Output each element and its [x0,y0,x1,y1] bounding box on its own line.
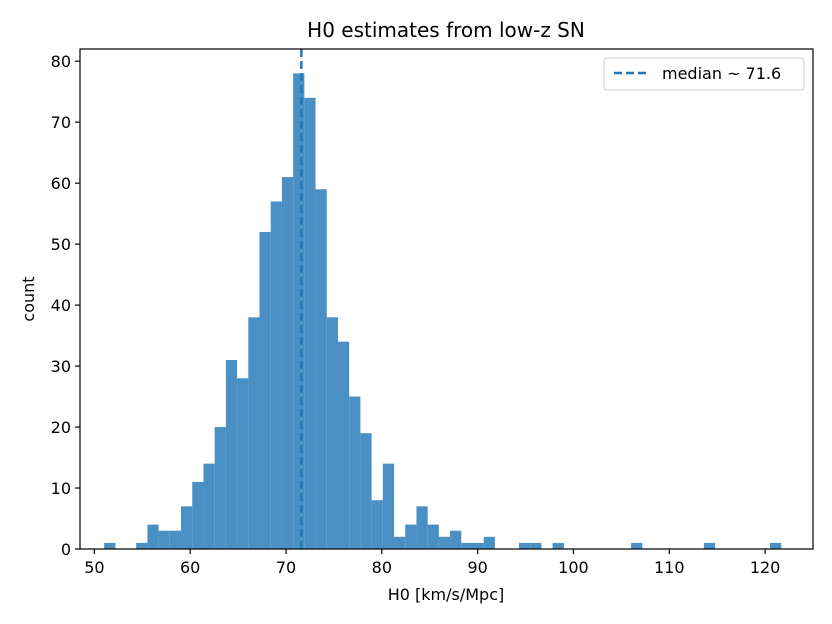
histogram-bar [483,536,495,549]
histogram-bar [225,359,238,549]
histogram-bar [169,530,182,549]
histogram-bar [237,378,249,549]
x-tick-label: 50 [84,558,104,577]
x-tick-label: 90 [467,558,487,577]
x-tick-label: 100 [558,558,589,577]
histogram-bar [405,524,417,549]
histogram-bar [530,542,542,549]
histogram-bar [382,463,395,549]
y-tick-label: 70 [51,113,71,132]
histogram-bar [349,396,361,549]
legend-median-label: median ~ 71.6 [662,64,781,83]
y-tick-label: 40 [51,296,71,315]
histogram-bar [770,542,782,549]
histogram-bar [703,542,716,549]
histogram-bar [416,506,428,549]
x-axis-ticks: 50 60 70 80 90 100 110 120 [84,549,780,577]
histogram-bar [631,542,643,549]
chart-title: H0 estimates from low-z SN [307,18,585,42]
histogram-bar [293,73,305,549]
histogram-bar [326,317,338,549]
histogram-bar [337,341,350,549]
histogram-bar [104,542,116,549]
histogram-bar [270,201,282,549]
histogram-bar [518,542,531,549]
histogram-bar [181,506,193,549]
x-tick-label: 70 [276,558,296,577]
histogram-bar [158,530,170,549]
x-axis-label: H0 [km/s/Mpc] [388,585,505,604]
y-axis-label: count [19,276,38,321]
histogram-bar [214,427,226,549]
plot-frame [79,48,814,550]
y-tick-label: 10 [51,479,71,498]
y-tick-label: 20 [51,418,71,437]
histogram-bar [438,536,451,549]
legend: median ~ 71.6 [603,57,805,91]
histogram-bar [136,542,148,549]
histogram-bar [472,542,484,549]
x-tick-label: 60 [180,558,200,577]
y-tick-label: 30 [51,357,71,376]
histogram-bar [427,524,439,549]
y-tick-label: 0 [61,540,71,559]
histogram-bar [394,536,406,549]
histogram-bar [371,500,383,549]
y-tick-label: 50 [51,235,71,254]
x-tick-label: 110 [654,558,685,577]
x-tick-label: 120 [750,558,781,577]
histogram-bar [450,530,462,549]
y-tick-label: 80 [51,52,71,71]
histogram-bar [461,542,473,549]
y-axis-ticks: 0 10 20 30 40 50 60 70 80 [51,52,80,559]
histogram-bar [248,317,260,549]
histogram-bar [147,524,159,549]
histogram-bar [315,189,327,549]
histogram-bar [360,433,372,549]
histogram-bar [192,481,204,549]
x-tick-label: 80 [372,558,392,577]
histogram-bar [304,97,316,549]
histogram-bars [104,73,782,550]
histogram-bar [552,542,564,549]
legend-box [603,57,805,91]
histogram-bar [281,177,294,550]
histogram-bar [203,463,215,549]
histogram-bar [259,231,271,550]
y-tick-label: 60 [51,174,71,193]
